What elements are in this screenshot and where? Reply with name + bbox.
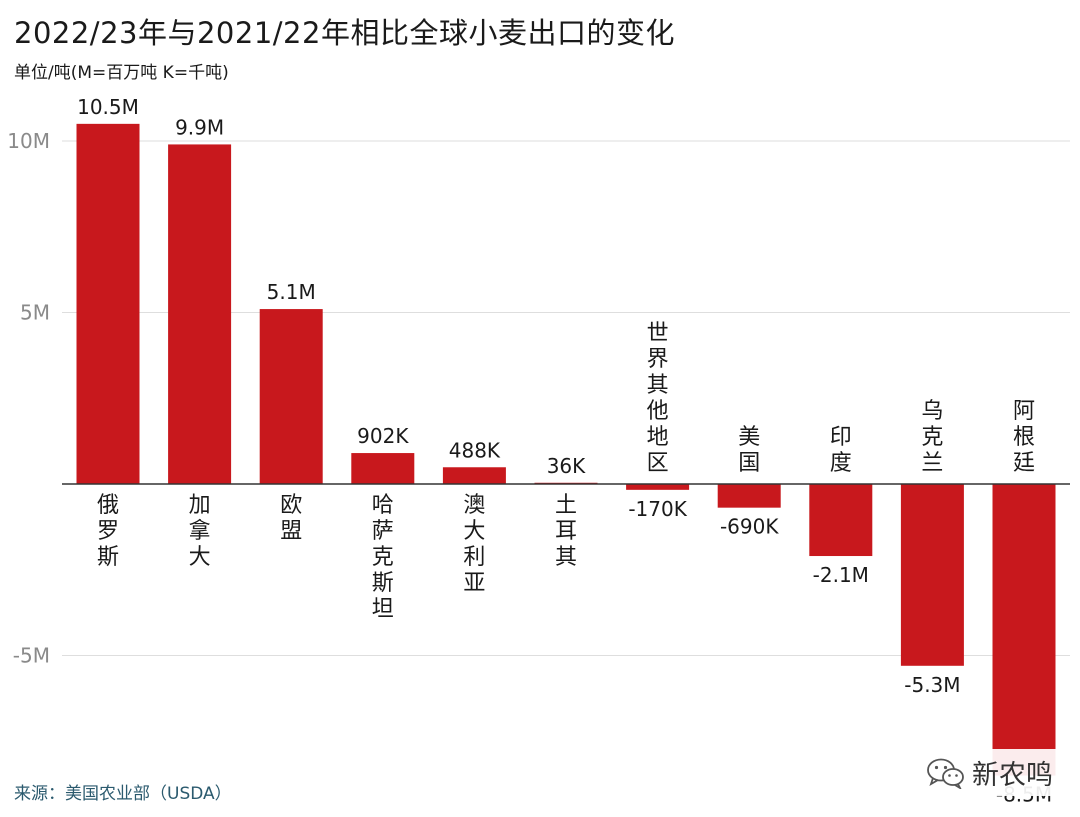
- category-label: 哈萨克斯坦: [372, 493, 394, 622]
- category-label: 世界其他地区: [647, 321, 669, 476]
- category-label: 土耳其: [555, 493, 577, 570]
- bar: [351, 453, 415, 484]
- value-label: 5.1M: [267, 280, 316, 304]
- category-label: 印度: [830, 425, 852, 476]
- value-label: -170K: [628, 497, 687, 521]
- bar: [717, 484, 781, 508]
- source-note: 来源：美国农业部（USDA）: [14, 784, 232, 804]
- bar: [992, 484, 1056, 776]
- category-label: 欧盟: [280, 493, 302, 544]
- chart-title: 2022/23年与2021/22年相比全球小麦出口的变化: [14, 16, 675, 50]
- chart-subtitle: 单位/吨(M=百万吨 K=千吨): [14, 63, 229, 83]
- bar: [168, 144, 232, 484]
- category-label: 加拿大: [189, 493, 211, 570]
- value-label: 36K: [547, 454, 586, 478]
- category-label: 阿根廷: [1013, 399, 1035, 476]
- category-label: 美国: [738, 425, 760, 476]
- value-label: 902K: [357, 424, 409, 448]
- value-label: -690K: [720, 515, 779, 539]
- bar: [900, 484, 964, 666]
- bar: [442, 467, 506, 484]
- value-label: 10.5M: [77, 95, 139, 119]
- value-label: 488K: [449, 438, 501, 462]
- value-label: -5.3M: [904, 673, 960, 697]
- watermark-text: 新农鸣: [972, 760, 1053, 791]
- category-label: 乌克兰: [921, 399, 943, 476]
- bar: [626, 484, 690, 490]
- value-label: 9.9M: [175, 115, 224, 139]
- watermark: 新农鸣: [918, 749, 1061, 796]
- bar: [809, 484, 873, 557]
- category-label: 俄罗斯: [97, 493, 119, 570]
- bar: [76, 123, 140, 484]
- value-label: -2.1M: [813, 563, 869, 587]
- category-label: 澳大利亚: [463, 493, 485, 596]
- y-tick-label: 5M: [20, 301, 50, 325]
- bar: [259, 309, 323, 484]
- wechat-icon: [927, 758, 964, 789]
- y-tick-label: 10M: [7, 129, 50, 153]
- y-tick-label: -5M: [13, 644, 50, 668]
